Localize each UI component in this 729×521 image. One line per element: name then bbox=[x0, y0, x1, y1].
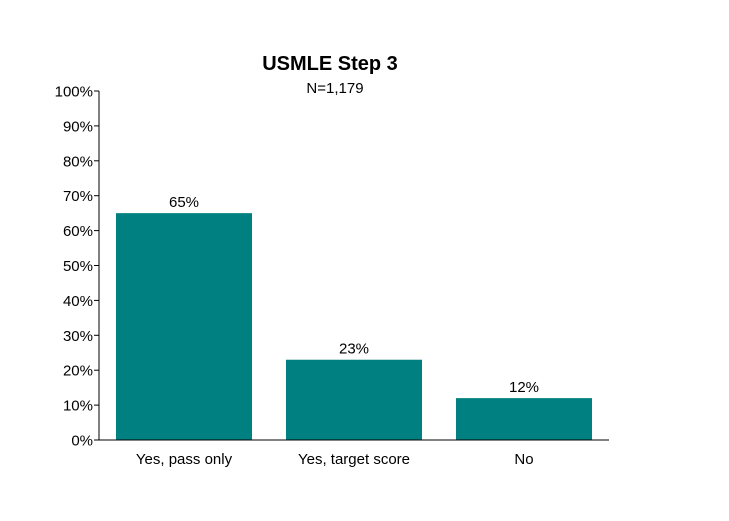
bar bbox=[456, 398, 592, 440]
bar bbox=[286, 359, 422, 440]
chart-subtitle: N=1,179 bbox=[306, 80, 363, 97]
data-label: 65% bbox=[169, 194, 199, 211]
x-category-label: Yes, target score bbox=[298, 451, 410, 468]
y-tick-label: 60% bbox=[63, 223, 93, 240]
x-category-label: Yes, pass only bbox=[136, 451, 233, 468]
data-label: 12% bbox=[509, 379, 539, 396]
y-tick-label: 50% bbox=[63, 258, 93, 275]
data-label: 23% bbox=[339, 341, 369, 358]
x-category-label: No bbox=[514, 451, 533, 468]
bar bbox=[116, 213, 252, 440]
chart-title: USMLE Step 3 bbox=[262, 53, 398, 75]
y-tick-label: 0% bbox=[71, 433, 93, 450]
y-tick-label: 90% bbox=[63, 118, 93, 135]
y-tick-label: 70% bbox=[63, 188, 93, 205]
y-tick-label: 80% bbox=[63, 153, 93, 170]
y-tick-label: 30% bbox=[63, 328, 93, 345]
y-axis-ticks: 0% 10% 20% 30% 40% 50% 60% 70% 80% 90% 100% bbox=[55, 84, 99, 450]
bars bbox=[116, 213, 592, 440]
y-tick-label: 100% bbox=[55, 84, 93, 101]
y-tick-label: 40% bbox=[63, 293, 93, 310]
y-tick-label: 20% bbox=[63, 363, 93, 380]
labels: 65% Yes, pass only 23% Yes, target score 12%… bbox=[136, 194, 539, 468]
y-tick-label: 10% bbox=[63, 398, 93, 415]
